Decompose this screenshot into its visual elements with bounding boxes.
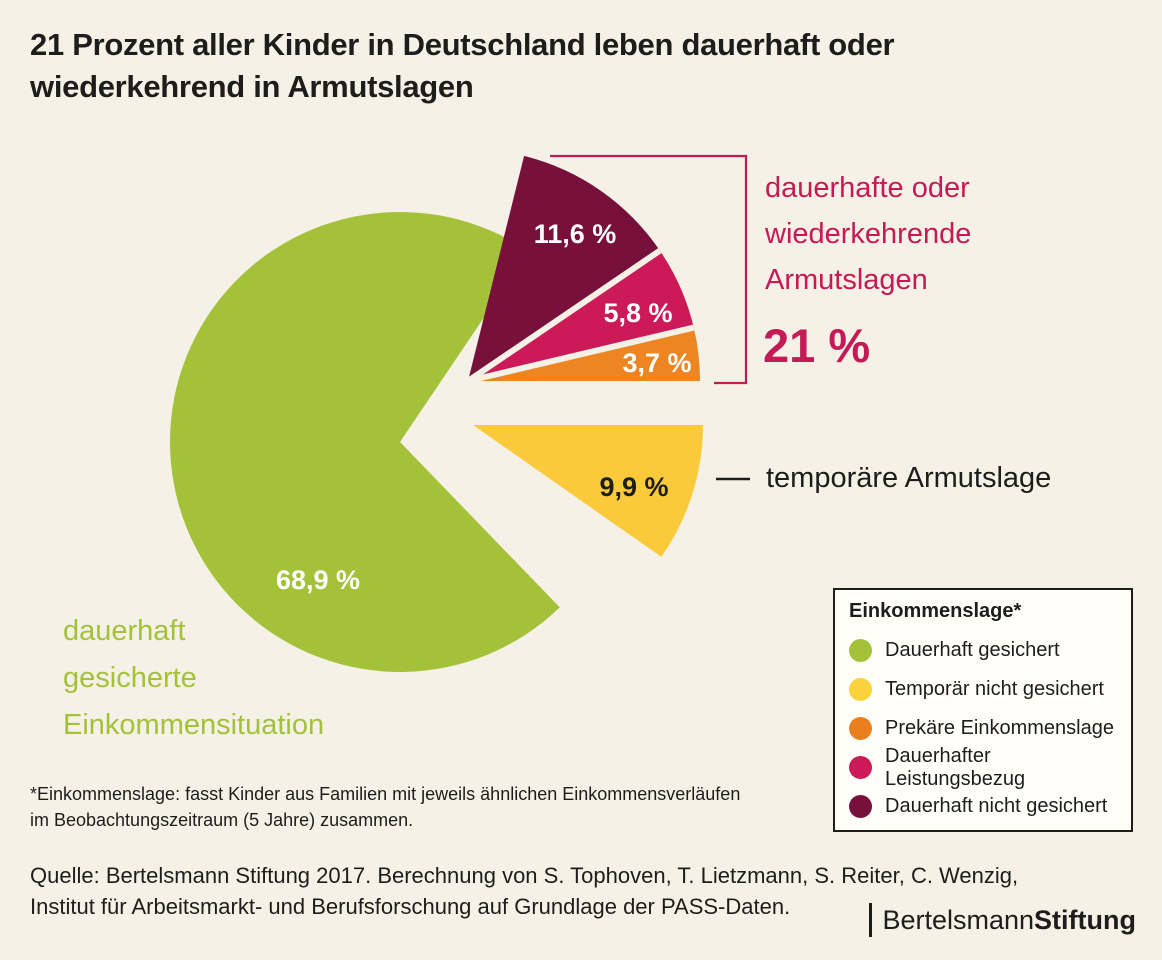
legend-box: Einkommenslage* Dauerhaft gesichert Temp… — [833, 588, 1133, 832]
orange-dot-icon — [849, 717, 872, 740]
secure-income-line2: gesicherte — [63, 662, 197, 694]
logo-bar-icon — [869, 903, 873, 937]
recurring-poverty-total: 21 % — [763, 319, 871, 372]
pie-slice-temporaer — [473, 425, 703, 557]
source-line2: Institut für Arbeitsmarkt- und Berufsfor… — [30, 894, 791, 919]
recurring-poverty-label: dauerhafte oder wiederkehrende Armutslag… — [765, 165, 971, 303]
page-title-line2: wiederkehrend in Armutslagen — [30, 69, 474, 104]
legend-title: Einkommenslage* — [849, 600, 1022, 622]
bracket-line — [550, 154, 748, 385]
page-title: 21 Prozent aller Kinder in Deutschland l… — [30, 24, 895, 108]
logo-name-bold: Stiftung — [1034, 904, 1136, 935]
slice-separator — [466, 248, 662, 384]
recurring-poverty-line2: wiederkehrende — [765, 218, 972, 250]
legend-item-dauerhaft-gesichert: Dauerhaft gesichert — [849, 631, 1117, 670]
page-title-line1: 21 Prozent aller Kinder in Deutschland l… — [30, 27, 895, 62]
crimson-dot-icon — [849, 756, 872, 779]
slice-value-green: 68,9 % — [276, 565, 360, 595]
pie-slice-leistungsbezug — [468, 250, 694, 381]
temporary-poverty-label: temporäre Armutslage — [766, 462, 1052, 494]
pie-slice-dauerhaft-gesichert — [169, 211, 560, 672]
legend-item-label: Temporär nicht gesichert — [885, 678, 1104, 700]
legend-item-prekaer: Prekäre Einkommenslage — [849, 709, 1117, 748]
slice-value-orange: 3,7 % — [622, 348, 691, 378]
footnote-line1: *Einkommenslage: fasst Kinder aus Famili… — [30, 784, 741, 804]
legend-item-temporaer: Temporär nicht gesichert — [849, 670, 1117, 709]
footnote-line2: im Beobachtungszeitraum (5 Jahre) zusamm… — [30, 810, 414, 830]
legend-item-label: Dauerhaft nicht gesichert — [885, 795, 1108, 817]
recurring-poverty-line3: Armutslagen — [765, 264, 928, 296]
legend-item-dauerhaft-nicht-gesichert: Dauerhaft nicht gesichert — [849, 787, 1117, 826]
slice-separator — [467, 324, 695, 384]
secure-income-label: dauerhaft gesicherte Einkommensituation — [63, 608, 324, 749]
secure-income-line3: Einkommensituation — [63, 709, 325, 741]
bertelsmann-logo: Bertelsmann Stiftung — [869, 903, 1136, 937]
logo-name-regular: Bertelsmann — [882, 904, 1035, 935]
legend-item-label: Dauerhafter Leistungsbezug — [885, 744, 1026, 790]
pie-slice-dauerhaft-nicht-gesichert — [468, 155, 660, 381]
legend-item-label: Dauerhaft gesichert — [885, 639, 1060, 661]
source-line1: Quelle: Bertelsmann Stiftung 2017. Berec… — [30, 863, 1019, 888]
secure-income-line1: dauerhaft — [63, 615, 186, 647]
green-dot-icon — [849, 639, 872, 662]
slice-value-yellow: 9,9 % — [599, 472, 668, 502]
slice-value-maroon: 11,6 % — [534, 219, 617, 249]
slice-value-pink: 5,8 % — [603, 298, 672, 328]
maroon-dot-icon — [849, 795, 872, 818]
legend-item-label: Prekäre Einkommenslage — [885, 717, 1114, 739]
recurring-poverty-line1: dauerhafte oder — [765, 172, 970, 204]
legend-item-leistungsbezug: Dauerhafter Leistungsbezug — [849, 745, 1117, 790]
footnote: *Einkommenslage: fasst Kinder aus Famili… — [30, 781, 740, 833]
yellow-dot-icon — [849, 678, 872, 701]
source-line: Quelle: Bertelsmann Stiftung 2017. Berec… — [30, 860, 1018, 922]
